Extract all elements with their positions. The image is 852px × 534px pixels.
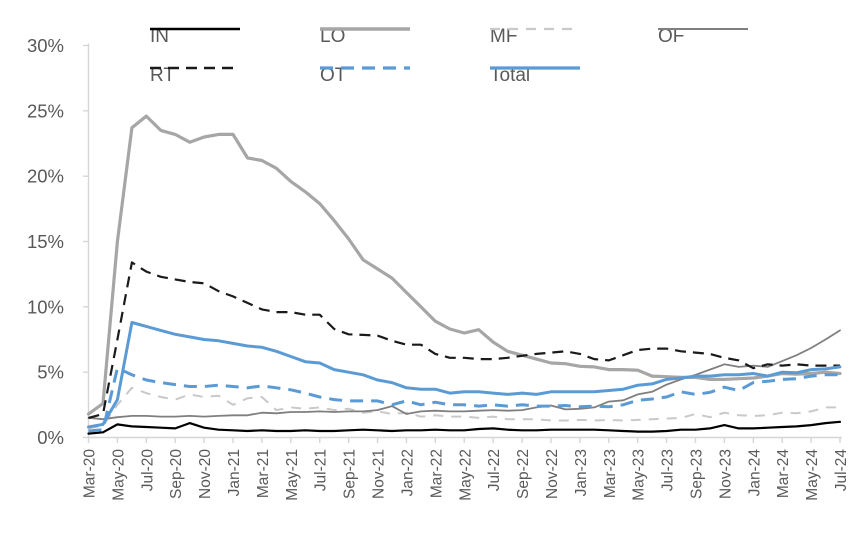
legend-label-OF: OF [658, 26, 685, 47]
x-tick-label: Jul-23 [660, 449, 677, 491]
legend-label-MF: MF [490, 26, 518, 47]
x-tick-label: Mar-24 [775, 449, 792, 498]
legend-swatch-LO [320, 27, 410, 31]
x-tick-label: Sep-21 [342, 449, 359, 499]
y-tick-label: 0% [37, 427, 64, 448]
legend-item-Total: Total [490, 64, 580, 88]
series-lines [86, 114, 842, 435]
legend-label-Total: Total [490, 65, 531, 86]
x-tick-label: Jan-24 [746, 449, 763, 497]
legend-swatch-OT [320, 66, 410, 70]
x-tick-label: Jul-21 [313, 449, 330, 491]
x-tick-label: Sep-22 [515, 449, 532, 499]
legend-item-OT: OT [320, 64, 410, 88]
x-tick-label: Mar-22 [428, 449, 445, 498]
x-tick-label: Jul-24 [833, 449, 850, 492]
x-tick-label: Jan-21 [226, 449, 243, 496]
x-tick-label: Nov-23 [717, 449, 734, 499]
y-tick-label: 10% [27, 296, 64, 317]
x-tick-label: Mar-20 [82, 449, 99, 498]
series-line-MF [88, 386, 840, 430]
x-tick-label: May-21 [284, 449, 301, 501]
x-tick-label: Sep-20 [168, 449, 185, 499]
legend-label-LO: LO [320, 26, 346, 47]
axes: 0% 5% 10% 15% 20% 25% 30% Mar-20 May-20 Jul-20 Sep… [27, 35, 850, 501]
y-tick-label: 5% [37, 362, 64, 383]
y-tick-label: 15% [27, 231, 64, 252]
series-line-OT [88, 366, 840, 433]
series-line-Total [87, 321, 842, 429]
legend-swatch-MF [490, 27, 580, 31]
x-tick-label: Nov-21 [371, 449, 388, 499]
x-tick-label: May-23 [631, 449, 648, 501]
legend-label-RT: RT [150, 65, 175, 86]
legend-label-IN: IN [150, 26, 169, 47]
y-tick-label: 30% [27, 35, 64, 56]
legend-item-LO: LO [320, 25, 410, 49]
legend-item-OF: OF [658, 25, 748, 49]
x-tick-label: May-24 [804, 449, 821, 501]
x-tick-label: Nov-20 [197, 449, 214, 499]
legend-swatch-IN [150, 27, 240, 31]
legend-item-MF: MF [490, 25, 580, 49]
x-tick-label: Nov-22 [544, 449, 561, 499]
series-line-LO [86, 114, 842, 416]
x-tick-label: Jan-22 [399, 449, 416, 496]
series-line-IN [87, 420, 842, 435]
chart-legend: IN LO MF OF RT OT Total [0, 0, 852, 100]
x-tick-label: Sep-23 [688, 449, 705, 499]
legend-label-OT: OT [320, 65, 347, 86]
legend-swatch-OF [658, 27, 748, 31]
y-tick-label: 20% [27, 166, 64, 187]
legend-item-RT: RT [150, 64, 240, 88]
series-line-OF [87, 329, 841, 421]
x-tick-label: Jan-23 [573, 449, 590, 496]
legend-item-IN: IN [150, 25, 240, 49]
legend-swatch-RT [150, 66, 240, 70]
x-tick-label: Mar-21 [255, 449, 272, 498]
x-tick-label: Jul-20 [139, 449, 156, 492]
x-tick-label: Mar-23 [602, 449, 619, 498]
x-tick-label: May-20 [110, 449, 127, 501]
x-tick-label: May-22 [457, 449, 474, 501]
x-tick-label: Jul-22 [486, 449, 503, 491]
legend-swatch-Total [490, 66, 580, 70]
series-line-RT [88, 261, 840, 419]
y-tick-label: 25% [27, 100, 64, 121]
